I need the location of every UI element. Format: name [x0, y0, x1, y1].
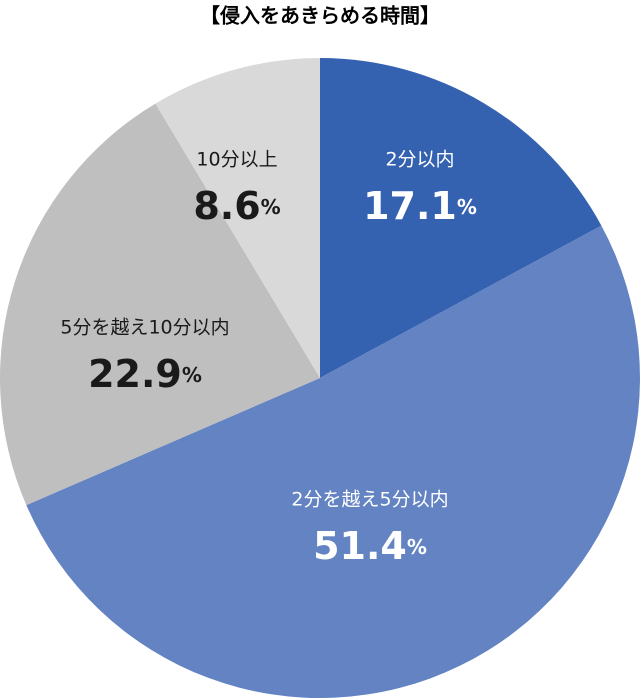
value-label: 22.9%: [88, 352, 202, 396]
slice-label: 10分以上: [196, 149, 277, 171]
pie-slice: [26, 225, 640, 698]
value-number: 17.1: [363, 184, 457, 228]
slice-label: 2分を越え5分以内: [291, 489, 448, 511]
value-unit: %: [261, 195, 281, 219]
value-number: 22.9: [88, 352, 182, 396]
pie-slice: [0, 103, 320, 506]
value-label: 17.1%: [363, 184, 477, 228]
value-unit: %: [457, 195, 477, 219]
pie-slice: [320, 58, 602, 378]
pie-slice: [155, 58, 320, 378]
value-label: 51.4%: [313, 524, 427, 568]
value-number: 51.4: [313, 524, 407, 568]
value-unit: %: [407, 535, 427, 559]
value-label: 8.6%: [193, 184, 280, 228]
value-number: 8.6: [193, 184, 260, 228]
chart-title: 【侵入をあきらめる時間】: [200, 4, 440, 28]
slice-label: 2分以内: [385, 149, 454, 171]
slice-label: 5分を越え10分以内: [60, 317, 229, 339]
value-unit: %: [182, 363, 202, 387]
